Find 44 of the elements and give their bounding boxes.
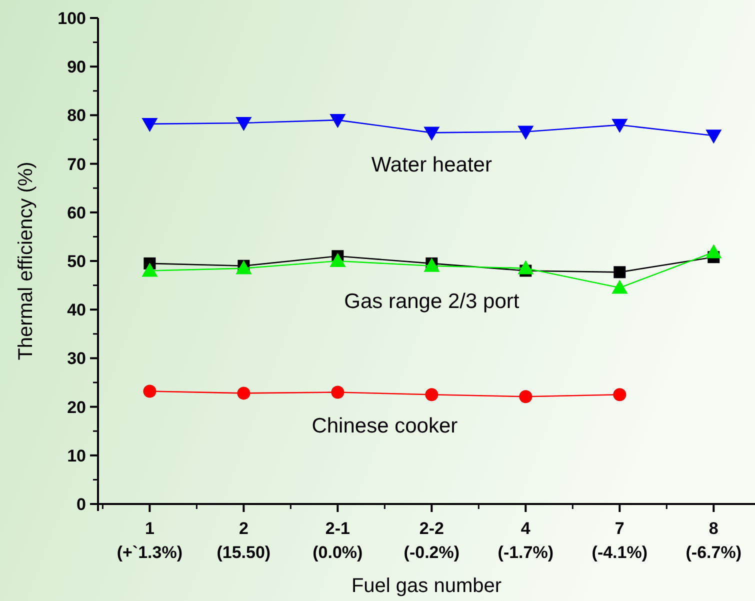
y-tick-label: 100 (58, 8, 86, 28)
point (424, 258, 440, 272)
point (614, 266, 626, 278)
x-tick-label: 2 (15.50) (216, 519, 271, 562)
point (330, 253, 346, 267)
y-tick-label: 0 (76, 494, 86, 514)
x-tick-label: 7 (-4.1%) (592, 519, 648, 562)
y-tick-label: 70 (67, 154, 86, 174)
point (330, 114, 346, 128)
y-tick-label: 90 (67, 58, 86, 77)
y-tick-label: 30 (67, 349, 86, 368)
point (236, 260, 252, 274)
series-label: Water heater (371, 154, 492, 177)
y-tick-label: 50 (67, 252, 86, 271)
x-tick-label: 2-1 (0.0%) (312, 519, 363, 562)
y-axis-title: Thermal efficiency (%) (15, 162, 37, 360)
point (331, 386, 344, 399)
point (519, 390, 532, 404)
point (142, 262, 158, 277)
x-tick-label: 2-2 (-0.2%) (404, 519, 460, 562)
point (706, 130, 722, 144)
point (237, 386, 250, 400)
point (706, 244, 722, 258)
y-tick-label: 10 (67, 446, 86, 466)
y-tick-label: 20 (67, 398, 86, 417)
point (143, 384, 156, 398)
point (612, 118, 628, 133)
series-label: Chinese cooker (312, 414, 458, 438)
y-tick-label: 40 (67, 300, 86, 320)
y-tick-label: 60 (67, 203, 86, 222)
point (424, 126, 440, 141)
x-axis-title: Fuel gas number (351, 575, 502, 597)
x-tick-label: 4 (-1.7%) (498, 519, 554, 562)
point (518, 126, 534, 140)
point (425, 388, 438, 402)
x-tick-label: 1 (+`1.3%) (116, 519, 183, 562)
point (236, 116, 252, 131)
point (613, 388, 626, 402)
point (142, 118, 158, 132)
point (518, 260, 534, 274)
point (612, 280, 628, 294)
series-label: Gas range 2/3 port (344, 290, 520, 314)
x-tick-label: 8 (-6.7%) (686, 519, 742, 562)
y-tick-label: 80 (67, 106, 86, 126)
